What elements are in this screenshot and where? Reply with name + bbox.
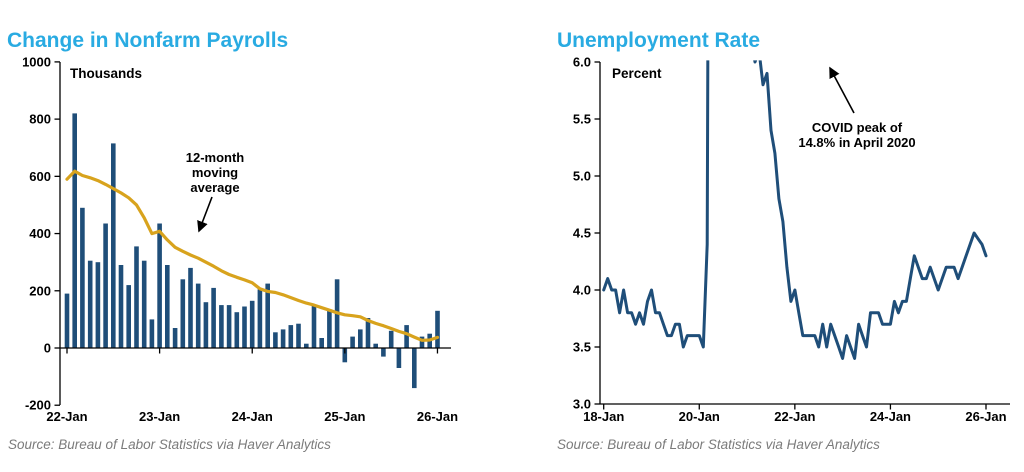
svg-text:Percent: Percent [612, 66, 662, 81]
svg-text:23-Jan: 23-Jan [139, 409, 180, 424]
svg-text:average: average [190, 180, 239, 195]
svg-text:COVID peak of: COVID peak of [812, 120, 903, 135]
svg-text:20-Jan: 20-Jan [679, 409, 720, 424]
svg-text:400: 400 [29, 226, 51, 241]
svg-text:4.5: 4.5 [573, 226, 591, 241]
payroll-bars [64, 113, 440, 389]
svg-text:12-month: 12-month [186, 150, 245, 165]
svg-text:-200: -200 [25, 398, 51, 413]
svg-text:14.8% in April 2020: 14.8% in April 2020 [798, 135, 915, 150]
svg-text:26-Jan: 26-Jan [417, 409, 458, 424]
svg-text:22-Jan: 22-Jan [46, 409, 87, 424]
x-axis: 22-Jan 23-Jan 24-Jan 25-Jan 26-Jan [46, 347, 458, 424]
unit-label: Percent [612, 66, 662, 81]
svg-text:3.0: 3.0 [573, 397, 591, 412]
y-axis: 1000 800 600 400 200 0 -200 [22, 54, 61, 413]
svg-text:800: 800 [29, 112, 51, 127]
unemployment-chart-title: Unemployment Rate [557, 29, 761, 53]
annotation-arrow [829, 66, 855, 114]
y-axis: 6.0 5.5 5.0 4.5 4.0 3.5 3.0 [573, 55, 601, 412]
svg-text:3.5: 3.5 [573, 340, 591, 355]
svg-text:5.0: 5.0 [573, 169, 591, 184]
payrolls-source-note: Source: Bureau of Labor Statistics via H… [8, 437, 331, 452]
svg-text:moving: moving [192, 165, 238, 180]
svg-text:18-Jan: 18-Jan [583, 409, 624, 424]
svg-text:5.5: 5.5 [573, 112, 591, 127]
svg-text:600: 600 [29, 169, 51, 184]
svg-text:26-Jan: 26-Jan [965, 409, 1006, 424]
svg-text:25-Jan: 25-Jan [324, 409, 365, 424]
svg-text:1000: 1000 [22, 54, 51, 69]
svg-text:Thousands: Thousands [70, 66, 142, 81]
svg-text:200: 200 [29, 283, 51, 298]
moving-average-line [65, 169, 440, 342]
annotation-arrow [197, 196, 213, 233]
svg-text:4.0: 4.0 [573, 283, 591, 298]
unemployment-line-chart: 6.0 5.5 5.0 4.5 4.0 3.5 3.018-Jan 20-Jan 22-Jan 2… [573, 55, 1010, 424]
svg-text:24-Jan: 24-Jan [870, 409, 911, 424]
svg-text:24-Jan: 24-Jan [232, 409, 273, 424]
unemployment-rate-panel: Unemployment Rate 6.0 5.5 5.0 4.5 4.0 3.5 3.0 1… [512, 0, 1024, 472]
svg-text:6.0: 6.0 [573, 55, 591, 70]
x-axis: 18-Jan 20-Jan 22-Jan 24-Jan 26-Jan [583, 403, 1010, 424]
unemployment-line [602, 60, 988, 360]
svg-text:22-Jan: 22-Jan [774, 409, 815, 424]
nonfarm-payrolls-panel: Change in Nonfarm Payrolls 1000 800 600 400… [7, 29, 458, 452]
unit-label: Thousands [70, 66, 142, 81]
unemployment-source-note: Source: Bureau of Labor Statistics via H… [557, 437, 880, 452]
svg-text:0: 0 [44, 341, 51, 356]
payrolls-chart-title: Change in Nonfarm Payrolls [7, 29, 289, 53]
